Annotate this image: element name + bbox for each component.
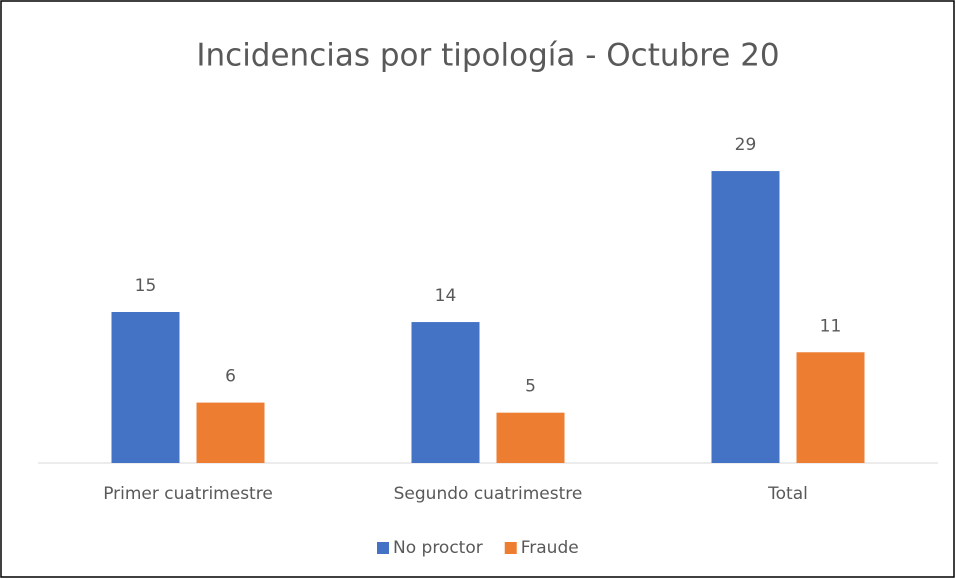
bar [496,412,565,463]
x-tick-label: Total [767,484,808,504]
data-label: 15 [135,276,157,296]
legend-swatch [377,542,389,554]
x-tick-label: Segundo cuatrimestre [394,484,583,504]
data-label: 6 [225,367,236,387]
x-tick-label: Primer cuatrimestre [103,484,273,504]
data-label: 11 [820,316,842,336]
bar [411,322,480,463]
bar [796,352,865,463]
data-label: 14 [435,286,457,306]
data-label: 5 [525,377,536,397]
bar [111,312,180,463]
bar [196,402,265,463]
legend-label: No proctor [393,538,483,558]
legend-label: Fraude [521,538,579,558]
bar [711,171,780,464]
legend-swatch [504,542,517,554]
data-label: 29 [735,135,757,155]
chart-title: Incidencias por tipología - Octubre 20 [196,38,779,74]
